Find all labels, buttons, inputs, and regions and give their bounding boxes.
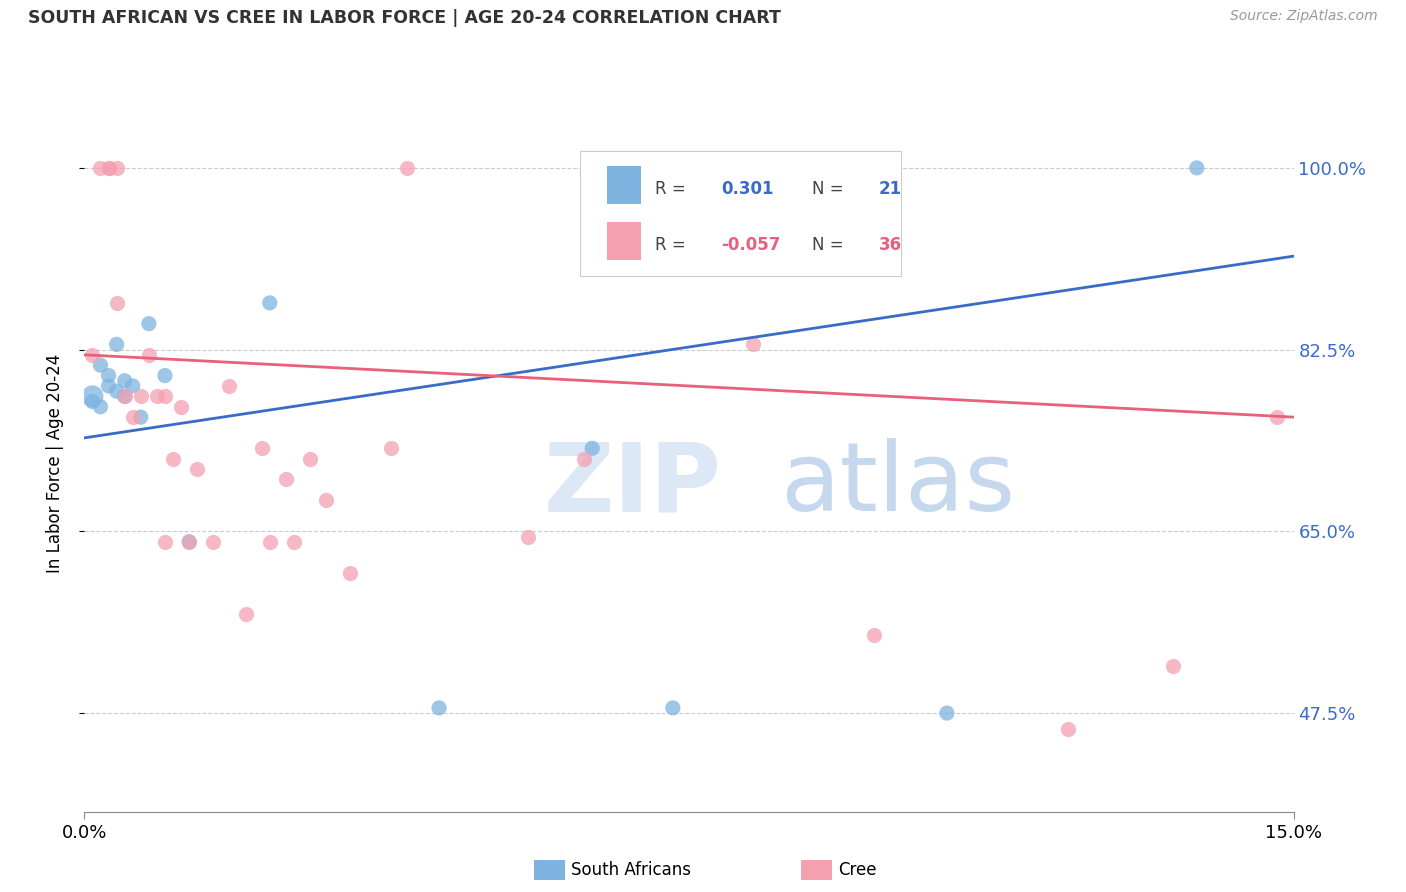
Point [121, 379, 143, 393]
Bar [607, 221, 641, 260]
Point [274, 472, 297, 486]
Point [129, 410, 152, 425]
Point [259, 296, 281, 310]
Point [863, 628, 886, 642]
Point [395, 161, 418, 175]
Text: 0.301: 0.301 [721, 180, 775, 198]
Point [89, 400, 111, 414]
Point [283, 534, 305, 549]
Point [114, 389, 136, 403]
Point [89, 161, 111, 175]
Point [97, 368, 120, 383]
Text: South Africans: South Africans [571, 861, 690, 879]
Point [179, 534, 201, 549]
Text: -0.057: -0.057 [721, 235, 780, 253]
Point [162, 451, 184, 466]
Point [114, 389, 136, 403]
Point [121, 410, 143, 425]
Text: SOUTH AFRICAN VS CREE IN LABOR FORCE | AGE 20-24 CORRELATION CHART: SOUTH AFRICAN VS CREE IN LABOR FORCE | A… [28, 9, 780, 27]
Text: Cree: Cree [838, 861, 876, 879]
Bar [607, 166, 641, 204]
Point [935, 706, 957, 720]
Point [153, 389, 176, 403]
Point [146, 389, 169, 403]
Text: R =: R = [655, 235, 692, 253]
Point [114, 374, 136, 388]
FancyBboxPatch shape [581, 151, 901, 276]
Point [427, 701, 450, 715]
Point [82, 348, 104, 362]
Point [97, 161, 120, 175]
Text: ZIP: ZIP [544, 438, 721, 532]
Point [572, 451, 595, 466]
Point [516, 529, 538, 543]
Point [153, 534, 176, 549]
Text: atlas: atlas [780, 438, 1015, 532]
Point [105, 384, 128, 399]
Point [1267, 410, 1289, 425]
Point [235, 607, 257, 622]
Point [82, 394, 104, 409]
Point [1056, 722, 1078, 736]
Point [82, 389, 104, 403]
Text: 36: 36 [879, 235, 901, 253]
Text: Source: ZipAtlas.com: Source: ZipAtlas.com [1230, 9, 1378, 23]
Point [315, 493, 337, 508]
Point [218, 379, 240, 393]
Y-axis label: In Labor Force | Age 20-24: In Labor Force | Age 20-24 [45, 354, 63, 574]
Point [299, 451, 322, 466]
Point [138, 348, 160, 362]
Point [186, 462, 208, 476]
Text: N =: N = [813, 235, 849, 253]
Point [153, 368, 176, 383]
Point [89, 358, 111, 372]
Point [581, 442, 603, 456]
Point [250, 442, 273, 456]
Point [179, 534, 201, 549]
Point [170, 400, 193, 414]
Text: 21: 21 [879, 180, 901, 198]
Point [97, 379, 120, 393]
Point [662, 701, 685, 715]
Point [105, 337, 128, 351]
Point [1161, 659, 1184, 673]
Point [259, 534, 281, 549]
Point [97, 161, 120, 175]
Point [138, 317, 160, 331]
Point [1185, 161, 1208, 175]
Point [105, 161, 128, 175]
Point [129, 389, 152, 403]
Point [105, 296, 128, 310]
Text: R =: R = [655, 180, 692, 198]
Point [742, 337, 765, 351]
Text: N =: N = [813, 180, 849, 198]
Point [380, 442, 402, 456]
Point [202, 534, 225, 549]
Point [339, 566, 361, 580]
